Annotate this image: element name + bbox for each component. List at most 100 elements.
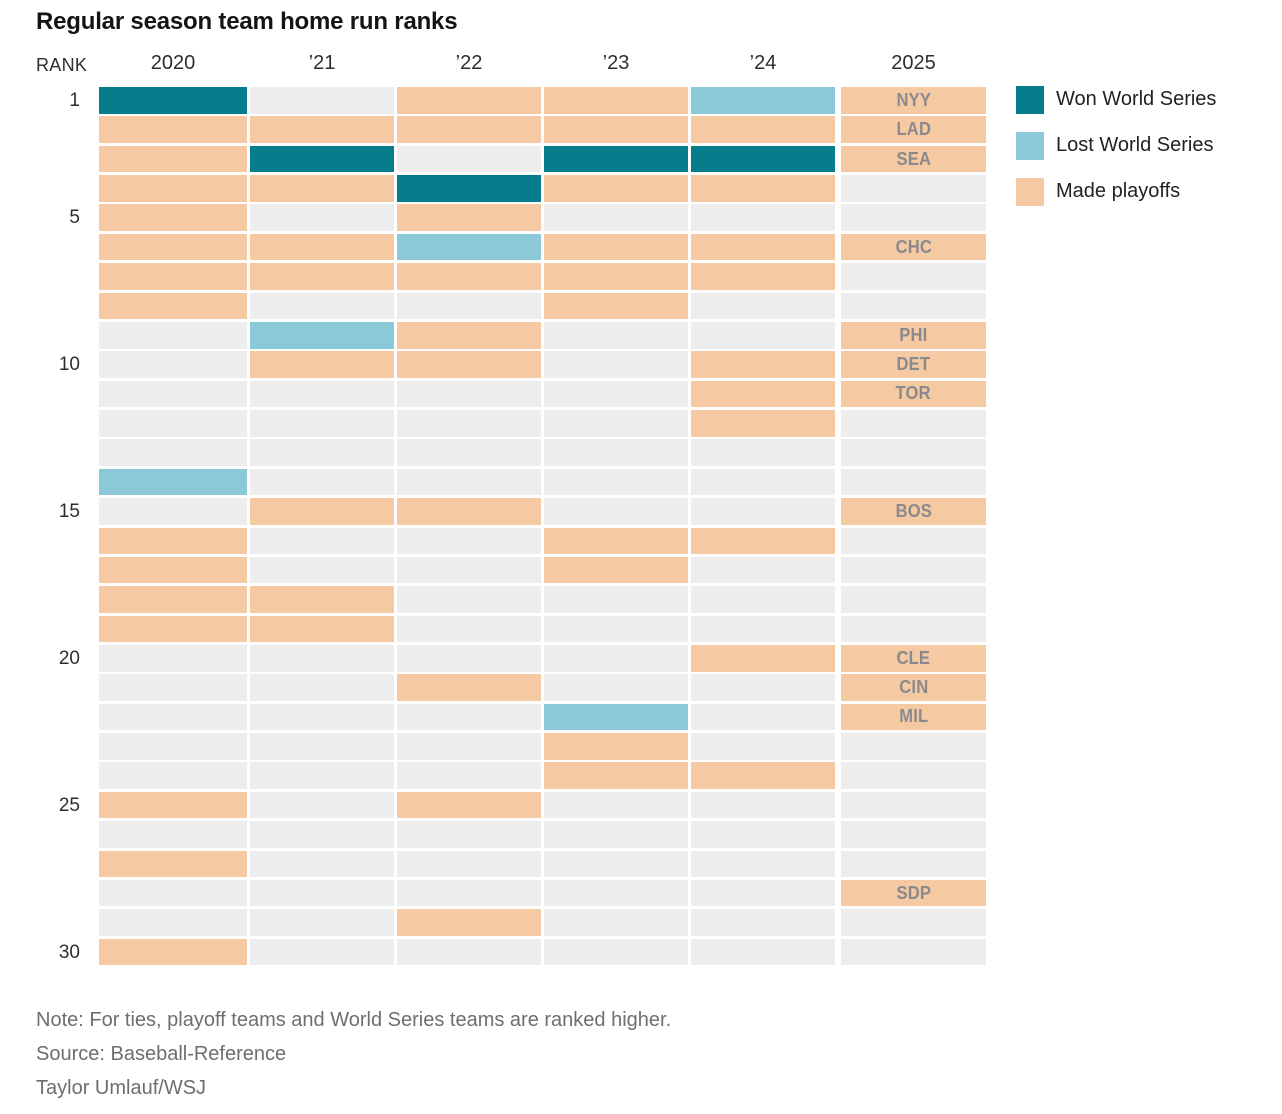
grid-cell-rank16-21 bbox=[250, 527, 394, 555]
grid-cell-rank16-2025 bbox=[841, 527, 986, 555]
grid-cell-rank25-21 bbox=[250, 791, 394, 819]
grid-cell-rank15-23 bbox=[544, 498, 688, 525]
year-header-6: 2025 bbox=[891, 52, 936, 74]
grid-cell-rank18-23 bbox=[544, 586, 688, 613]
grid-cell-rank10-2025: DET bbox=[841, 351, 986, 378]
rank-tick-15: 15 bbox=[58, 501, 80, 523]
grid-cell-rank27-2020 bbox=[99, 850, 247, 878]
grid-cell-rank3-2025: SEA bbox=[841, 145, 986, 173]
grid-cell-rank15-24 bbox=[691, 498, 835, 525]
grid-cell-rank25-23 bbox=[544, 791, 688, 819]
grid-cell-rank19-24 bbox=[691, 615, 835, 643]
grid-cell-rank21-21 bbox=[250, 674, 394, 701]
grid-cell-rank5-23 bbox=[544, 204, 688, 232]
grid-cell-rank1-21 bbox=[250, 87, 394, 114]
grid-cell-rank4-23 bbox=[544, 175, 688, 202]
grid-cell-rank21-24 bbox=[691, 674, 835, 701]
grid-cell-rank1-22 bbox=[397, 87, 541, 114]
grid-cell-rank2-2025: LAD bbox=[841, 116, 986, 143]
grid-cell-rank23-24 bbox=[691, 733, 835, 760]
grid-cell-rank25-24 bbox=[691, 791, 835, 819]
legend-label-playoffs: Made playoffs bbox=[1056, 180, 1181, 202]
legend-item-lost: Lost World Series bbox=[1016, 131, 1216, 160]
team-label-mil: MIL bbox=[898, 706, 929, 727]
grid-cell-rank4-21 bbox=[250, 175, 394, 202]
grid-cell-rank7-23 bbox=[544, 263, 688, 290]
rank-tick-1: 1 bbox=[69, 90, 80, 111]
grid-cell-rank20-21 bbox=[250, 644, 394, 672]
grid-cell-rank15-2020 bbox=[99, 498, 247, 525]
grid-cell-rank18-22 bbox=[397, 586, 541, 613]
grid-cell-rank6-24 bbox=[691, 233, 835, 261]
grid-cell-rank16-2020 bbox=[99, 527, 247, 555]
legend: Won World Series Lost World Series Made … bbox=[1016, 85, 1216, 223]
grid-cell-rank23-21 bbox=[250, 733, 394, 760]
grid-cell-rank2-2020 bbox=[99, 116, 247, 143]
grid-cell-rank22-22 bbox=[397, 703, 541, 731]
rank-tick-20: 20 bbox=[58, 647, 80, 669]
grid-cell-rank19-2025 bbox=[841, 615, 986, 643]
grid-cell-rank1-2020 bbox=[99, 87, 247, 114]
grid-cell-rank25-2020 bbox=[99, 791, 247, 819]
team-label-lad: LAD bbox=[896, 119, 931, 140]
grid-cell-rank19-22 bbox=[397, 615, 541, 643]
grid-cell-rank20-2020 bbox=[99, 644, 247, 672]
grid-cell-rank6-2025: CHC bbox=[841, 233, 986, 261]
grid-cell-rank25-2025 bbox=[841, 791, 986, 819]
grid-cell-rank30-22 bbox=[397, 938, 541, 966]
grid-cell-rank21-23 bbox=[544, 674, 688, 701]
grid-cell-rank14-23 bbox=[544, 468, 688, 496]
footer-source: Source: Baseball-Reference bbox=[36, 1043, 287, 1065]
grid-cell-rank27-24 bbox=[691, 850, 835, 878]
grid-cell-rank7-2020 bbox=[99, 263, 247, 290]
grid-cell-rank12-23 bbox=[544, 410, 688, 437]
grid-cell-rank25-22 bbox=[397, 791, 541, 819]
grid-cell-rank5-2020 bbox=[99, 204, 247, 232]
grid-cell-rank20-2025: CLE bbox=[841, 644, 986, 672]
grid-cell-rank27-23 bbox=[544, 850, 688, 878]
grid-cell-rank17-23 bbox=[544, 556, 688, 584]
grid-cell-rank28-24 bbox=[691, 879, 835, 907]
grid-cell-rank1-23 bbox=[544, 87, 688, 114]
grid-cell-rank30-2025 bbox=[841, 938, 986, 966]
grid-cell-rank6-23 bbox=[544, 233, 688, 261]
grid-cell-rank11-24 bbox=[691, 380, 835, 408]
year-header-4: ’23 bbox=[602, 52, 630, 74]
grid-cell-rank28-23 bbox=[544, 879, 688, 907]
grid-cell-rank3-22 bbox=[397, 145, 541, 173]
grid-cell-rank17-22 bbox=[397, 556, 541, 584]
footer-credit: Taylor Umlauf/WSJ bbox=[36, 1077, 207, 1099]
grid-cell-rank11-2025: TOR bbox=[841, 380, 986, 408]
legend-label-lost: Lost World Series bbox=[1056, 134, 1214, 156]
grid-cell-rank11-21 bbox=[250, 380, 394, 408]
grid-cell-rank14-21 bbox=[250, 468, 394, 496]
grid-cell-rank13-24 bbox=[691, 439, 835, 466]
grid-cell-rank30-21 bbox=[250, 938, 394, 966]
grid-cell-rank30-2020 bbox=[99, 938, 247, 966]
grid-cell-rank30-24 bbox=[691, 938, 835, 966]
page-title: Regular season team home run ranks bbox=[36, 8, 458, 35]
team-label-bos: BOS bbox=[895, 500, 932, 521]
grid-cell-rank14-24 bbox=[691, 468, 835, 496]
grid-cell-rank13-2025 bbox=[841, 439, 986, 466]
grid-cell-rank30-23 bbox=[544, 938, 688, 966]
grid-cell-rank10-24 bbox=[691, 351, 835, 378]
grid-cell-rank28-22 bbox=[397, 879, 541, 907]
grid-cell-rank4-22 bbox=[397, 175, 541, 202]
grid-cell-rank13-2020 bbox=[99, 439, 247, 466]
grid-cell-rank8-22 bbox=[397, 292, 541, 320]
grid-cell-rank8-24 bbox=[691, 292, 835, 320]
grid-cell-rank18-24 bbox=[691, 586, 835, 613]
grid-cell-rank5-22 bbox=[397, 204, 541, 232]
grid-cell-rank7-24 bbox=[691, 263, 835, 290]
grid-cell-rank26-2025 bbox=[841, 821, 986, 848]
grid-cell-rank12-2025 bbox=[841, 410, 986, 437]
grid-cell-rank10-21 bbox=[250, 351, 394, 378]
year-header-5: ’24 bbox=[749, 52, 777, 74]
grid-cell-rank5-2025 bbox=[841, 204, 986, 232]
grid-cell-rank2-21 bbox=[250, 116, 394, 143]
grid-cell-rank27-22 bbox=[397, 850, 541, 878]
year-header-2: ’21 bbox=[308, 52, 336, 74]
grid-cell-rank10-2020 bbox=[99, 351, 247, 378]
grid-cell-rank17-24 bbox=[691, 556, 835, 584]
